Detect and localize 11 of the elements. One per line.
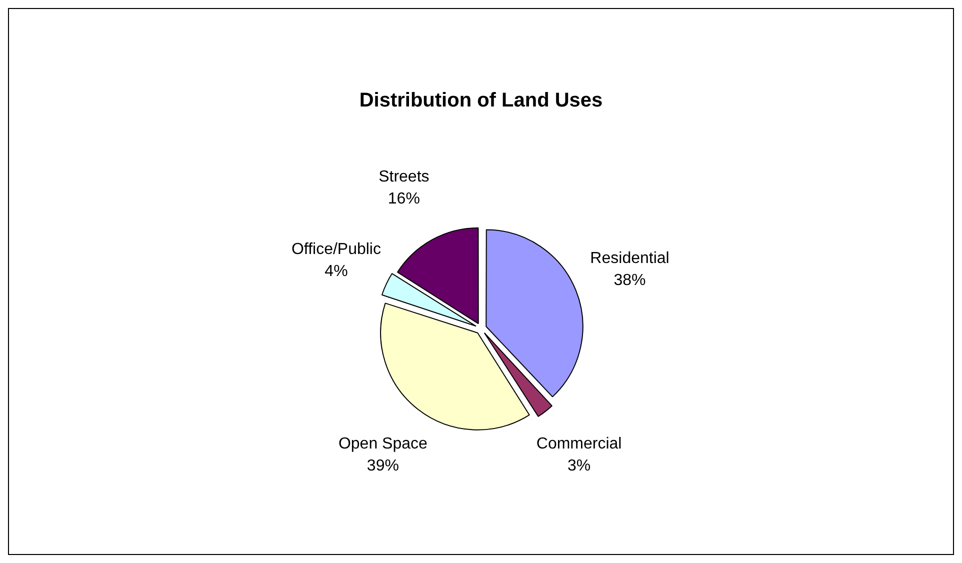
data-label: 38%: [614, 272, 646, 290]
data-label: 4%: [324, 262, 348, 280]
slice-label: Open Space: [338, 435, 428, 452]
slice-label: Residential: [590, 250, 670, 268]
data-label: 39%: [366, 457, 399, 474]
slice-label: Commercial: [536, 435, 622, 452]
slice-label: Office/Public: [291, 240, 381, 258]
chart-title: Distribution of Land Uses: [359, 90, 603, 112]
data-label: 16%: [388, 190, 420, 208]
data-label: 3%: [568, 457, 591, 474]
slice-label: Streets: [378, 168, 430, 186]
